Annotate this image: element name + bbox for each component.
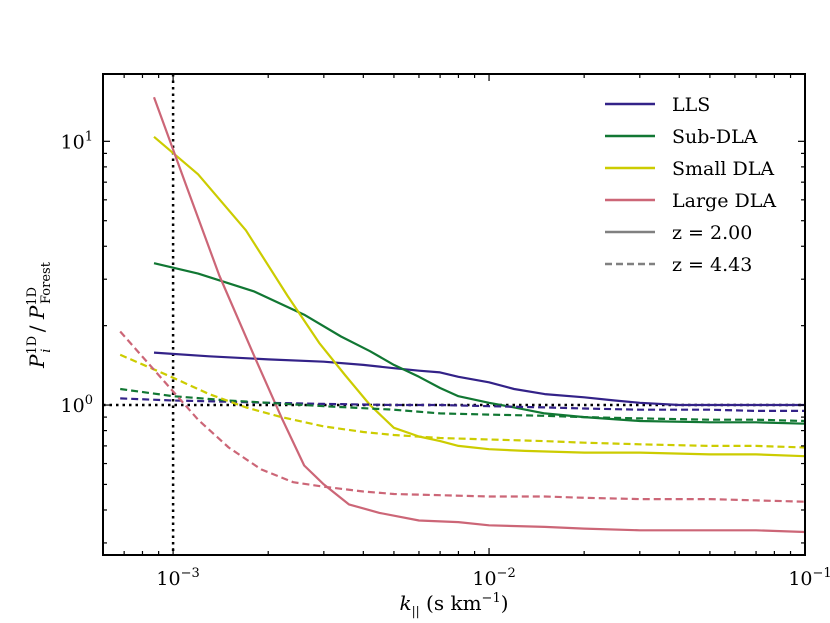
series-line-0: [153, 351, 805, 407]
series-line-7: [119, 330, 806, 503]
y-tick-label: 101: [61, 129, 93, 153]
legend-label: LLS: [672, 94, 710, 116]
series-line-5: [120, 387, 806, 423]
series-line-2: [153, 135, 806, 458]
x-tick-label: 10−2: [472, 566, 515, 590]
x-axis-label: k|| (s km−1): [399, 591, 508, 618]
y-tick-label: 100: [61, 393, 93, 417]
legend-label: z = 2.00: [672, 222, 752, 244]
y-axis-label: P1Di / P1DForest: [25, 261, 54, 369]
legend-label: Sub-DLA: [672, 126, 758, 148]
legend-label: z = 4.43: [672, 254, 752, 276]
x-tick-label: 10−3: [156, 566, 199, 590]
legend: LLS Sub-DLA Small DLA Large DLA z = 2.00 z = …: [605, 94, 776, 276]
series-line-6: [119, 353, 806, 449]
series-line-1: [153, 262, 806, 425]
x-tick-label: 10−1: [788, 566, 830, 590]
legend-label: Small DLA: [672, 158, 774, 180]
series-layer: [119, 96, 806, 534]
series-line-3: [152, 96, 806, 534]
plot-frame: [102, 73, 806, 556]
legend-label: Large DLA: [672, 190, 776, 212]
